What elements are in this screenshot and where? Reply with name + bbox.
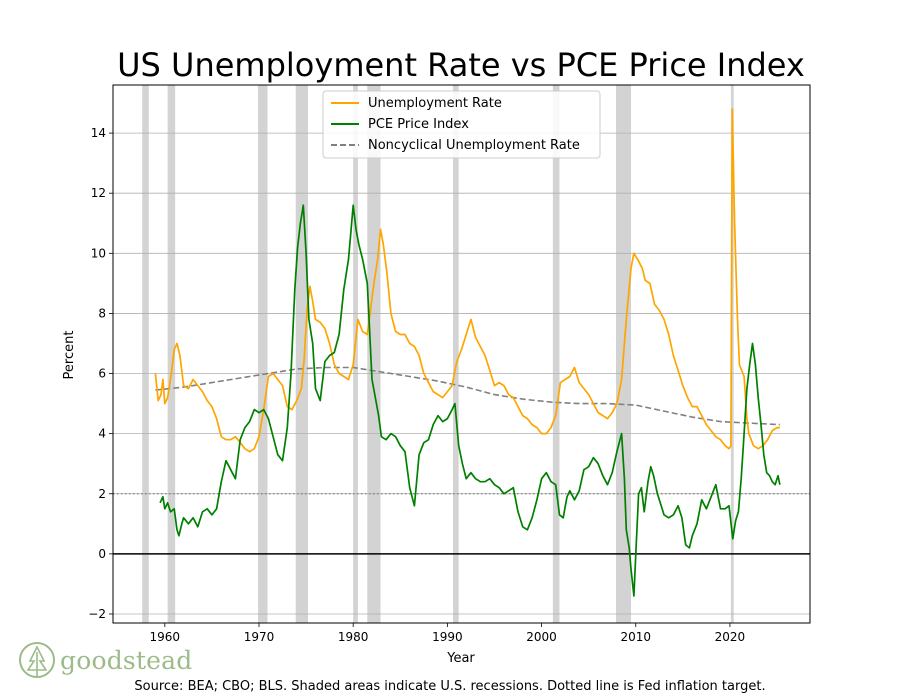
series-line-0 xyxy=(154,108,780,453)
y-tick-label: 14 xyxy=(91,126,106,140)
y-tick-label: 2 xyxy=(98,487,106,501)
x-tick-label: 2020 xyxy=(715,630,746,644)
recession-band-7 xyxy=(552,85,560,623)
x-tick-label: 1960 xyxy=(150,630,181,644)
y-tick-label: −2 xyxy=(88,607,106,621)
legend-label-unemployment: Unemployment Rate xyxy=(368,96,502,111)
logo-text: goodstead xyxy=(60,645,193,675)
recession-band-6 xyxy=(453,85,459,623)
recession-band-2 xyxy=(258,85,268,623)
tree-icon xyxy=(19,642,55,678)
x-tick-label: 2000 xyxy=(526,630,557,644)
recession-band-1 xyxy=(167,85,176,623)
x-tick-label: 1970 xyxy=(244,630,275,644)
y-tick-label: 10 xyxy=(91,246,106,260)
series-layer xyxy=(154,108,781,597)
reference-lines xyxy=(113,493,810,555)
logo: goodstead xyxy=(18,640,193,680)
source-note: Source: BEA; CBO; BLS. Shaded areas indi… xyxy=(134,679,766,694)
y-tick-label: 8 xyxy=(98,306,106,320)
x-axis-label: Year xyxy=(446,651,475,666)
y-axis-label: Percent xyxy=(62,331,77,380)
recession-band-9 xyxy=(730,85,734,623)
recession-band-4 xyxy=(353,85,358,623)
plot-frame xyxy=(112,84,811,624)
series-line-1 xyxy=(159,204,781,597)
y-tick-label: 6 xyxy=(98,367,106,381)
recession-band-5 xyxy=(367,85,381,623)
x-tick-label: 1980 xyxy=(338,630,369,644)
y-tick-label: 0 xyxy=(98,547,106,561)
x-tick-label: 2010 xyxy=(620,630,651,644)
recession-band-3 xyxy=(295,85,308,623)
x-tick-label: 1990 xyxy=(432,630,463,644)
y-tick-label: 4 xyxy=(98,427,106,441)
chart-title: US Unemployment Rate vs PCE Price Index xyxy=(117,46,805,84)
legend-label-noncyclical: Noncyclical Unemployment Rate xyxy=(368,138,580,153)
recession-layer xyxy=(142,85,734,623)
y-tick-label: 12 xyxy=(91,186,106,200)
recession-band-0 xyxy=(142,85,149,623)
legend-label-pce: PCE Price Index xyxy=(368,117,469,132)
series-line-2 xyxy=(155,366,780,426)
legend-box xyxy=(322,90,601,159)
legend: Unemployment Rate PCE Price Index Noncyc… xyxy=(322,90,601,159)
grid-layer xyxy=(113,132,810,615)
axes: 1960 1970 1980 1990 2000 2010 2020 −2 0 2 4 6 8 10 12 1… xyxy=(88,84,811,644)
